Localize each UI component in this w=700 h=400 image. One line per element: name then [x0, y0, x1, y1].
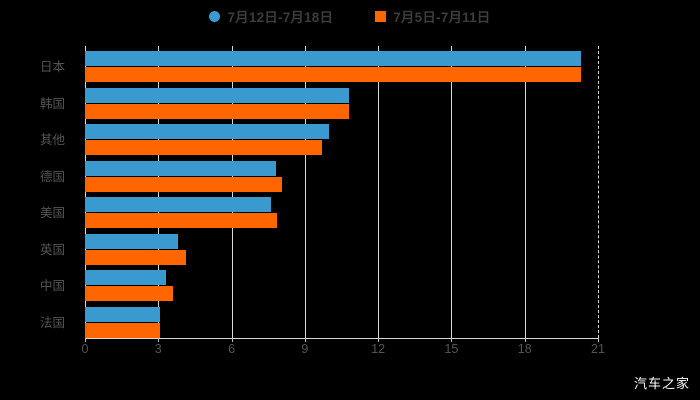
watermark: 汽车之家: [633, 376, 690, 391]
legend-label-current-week: 7月12日-7月18日: [227, 10, 334, 25]
legend-label-previous-week: 7月5日-7月11日: [393, 10, 491, 25]
y-axis-category-label: 中国: [39, 279, 65, 293]
x-axis-tick-label: 12: [371, 342, 386, 356]
gridline-3: [158, 46, 160, 338]
x-axis-tick-label: 3: [154, 342, 162, 356]
bar-group: [85, 306, 598, 339]
y-axis-category-label: 韩国: [39, 96, 65, 111]
bar-current-week[interactable]: [85, 197, 271, 212]
legend-dot-icon: [209, 10, 221, 22]
y-axis-category-label: 美国: [39, 206, 65, 220]
bar-previous-week[interactable]: [85, 249, 187, 265]
bar-group: [85, 270, 598, 302]
gridline-0: [85, 46, 86, 338]
x-axis-tick-label: 15: [444, 342, 459, 356]
y-axis-labels: 日本韩国其他德国美国英国中国法国: [0, 46, 75, 338]
bar-previous-week[interactable]: [85, 286, 173, 301]
bar-previous-week[interactable]: [85, 213, 277, 228]
x-axis-labels: 0 3 6 9 12 15 18 21: [0, 341, 700, 361]
legend-item-current-week[interactable]: 7月12日-7月18日: [209, 6, 333, 26]
bar-group: [85, 197, 598, 229]
bar-current-week[interactable]: [85, 51, 581, 66]
x-axis-tick-label: 21: [591, 342, 605, 356]
chart-legend: 7月12日-7月18日 7月5日-7月11日: [0, 6, 700, 26]
y-axis-category-label: 其他: [39, 133, 65, 147]
x-tick-6: [231, 338, 233, 342]
x-tick-9: [304, 338, 306, 342]
x-axis-line: [85, 338, 598, 339]
x-axis-tick-label: 9: [301, 342, 309, 356]
x-tick-21: [598, 338, 599, 342]
gridline-15: [451, 46, 453, 338]
bar-current-week[interactable]: [85, 87, 349, 103]
bar-current-week[interactable]: [85, 124, 330, 139]
bar-previous-week[interactable]: [85, 67, 581, 82]
x-tick-15: [451, 338, 453, 342]
gridline-21: [598, 46, 599, 338]
gridline-12: [378, 46, 380, 338]
bar-previous-week[interactable]: [85, 322, 160, 338]
bar-group: [85, 160, 598, 193]
bar-current-week[interactable]: [85, 160, 276, 176]
legend-item-previous-week[interactable]: 7月5日-7月11日: [375, 6, 490, 26]
bar-previous-week[interactable]: [85, 103, 349, 119]
bar-previous-week[interactable]: [85, 140, 322, 155]
x-axis-tick-label: 18: [517, 342, 532, 356]
gridline-9: [304, 46, 306, 338]
x-tick-18: [524, 338, 526, 342]
bar-group: [85, 51, 598, 83]
plot-area: [85, 46, 599, 339]
bar-current-week[interactable]: [85, 306, 160, 322]
bar-group: [85, 233, 598, 266]
x-tick-3: [158, 338, 160, 342]
bar-current-week[interactable]: [85, 270, 166, 285]
gridline-6: [231, 46, 233, 338]
y-axis-category-label: 英国: [39, 242, 65, 257]
y-axis-category-label: 日本: [39, 60, 65, 74]
x-tick-12: [378, 338, 380, 342]
gridline-18: [524, 46, 526, 338]
bar-group: [85, 124, 598, 156]
x-axis-tick-label: 0: [81, 342, 89, 356]
bar-current-week[interactable]: [85, 233, 178, 249]
x-tick-0: [85, 338, 86, 342]
bar-group: [85, 87, 598, 120]
bar-previous-week[interactable]: [85, 176, 282, 192]
y-axis-category-label: 德国: [39, 169, 65, 184]
x-axis-tick-label: 6: [228, 342, 236, 356]
legend-square-icon: [375, 10, 387, 22]
y-axis-category-label: 法国: [39, 315, 65, 330]
